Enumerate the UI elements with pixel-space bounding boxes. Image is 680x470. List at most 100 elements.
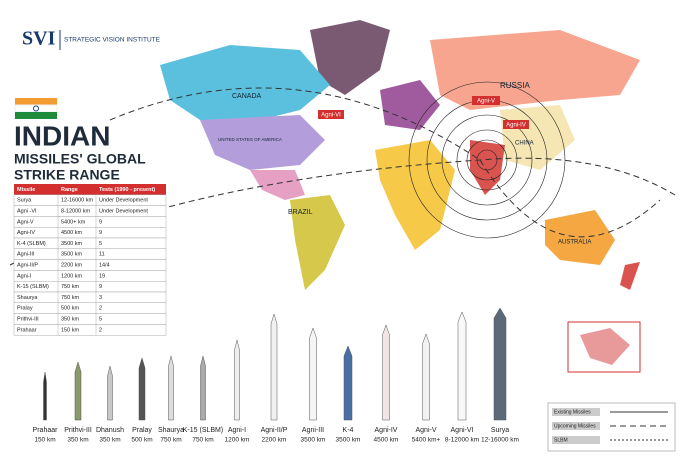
missile-name: Shaurya (158, 427, 184, 434)
range-tag: Agni-VI (321, 113, 341, 119)
missile-table: Missile Range Tests (1990 - present) Surya 1… (13, 184, 167, 336)
india-flag (14, 98, 58, 119)
legend-key (552, 422, 600, 430)
table-row (13, 324, 167, 336)
missile (107, 365, 113, 421)
missile-range: 500 km (131, 437, 152, 444)
table-cell: 11 (99, 252, 105, 258)
range-tag: Agni-IV (506, 123, 526, 129)
table-cell: K-4 (SLBM) (17, 241, 46, 247)
table-header-cell: Tests (1990 - present) (99, 187, 155, 193)
missile-range: 3500 km (336, 437, 361, 444)
missile-name: Agni-VI (451, 427, 474, 434)
table-cell: 14/4 (99, 262, 110, 268)
table-cell: 9 (99, 230, 102, 236)
table-row (13, 248, 167, 260)
table-cell: Agni-III (17, 252, 35, 258)
table-cell: 750 km (61, 295, 79, 301)
table-cell: 5 (99, 316, 102, 322)
table-cell: Agni-IV (17, 230, 35, 236)
table-cell: 19 (99, 273, 105, 279)
legend-label: Existing Missiles (554, 409, 591, 415)
missile-name: Pralay (132, 427, 152, 434)
missile (309, 327, 317, 421)
table-header-cell: Missile (17, 187, 35, 193)
table-cell: Agni -VI (17, 208, 37, 214)
table-cell: 350 km (61, 316, 79, 322)
missile (138, 357, 146, 421)
table-row (13, 216, 167, 228)
missile-name: Dhanush (96, 427, 124, 434)
inset-map (580, 328, 630, 365)
table-cell: Agni-II/P (17, 262, 38, 268)
missile-range: 4500 km (374, 437, 399, 444)
missile (493, 307, 507, 421)
table-row (13, 270, 167, 282)
missile-name: Prithvi-III (64, 427, 92, 434)
table-cell: 150 km (61, 327, 79, 333)
table-cell: 3 (99, 295, 102, 301)
legend-label: SLBM (554, 437, 568, 443)
country-label: AUSTRALIA (558, 240, 591, 246)
missile-range: 12-16000 km (481, 437, 519, 444)
missile-name: Surya (491, 427, 509, 434)
missile-lineup: Prahaar 150 km Prithvi-III 350 km Dhanush 350… (33, 307, 519, 444)
missile-range: 1200 km (225, 437, 250, 444)
table-cell: K-15 (SLBM) (17, 284, 49, 290)
logo: SVI (22, 28, 56, 50)
missile (343, 345, 353, 421)
table-header-cell: Range (61, 187, 78, 193)
table-cell: Agni-I (17, 273, 32, 279)
missile-range: 150 km (34, 437, 55, 444)
missile (43, 371, 47, 421)
country-label: CANADA (232, 93, 262, 100)
table-cell: 5400+ km (61, 219, 86, 225)
table-header (14, 184, 166, 195)
table-cell: Shaurya (17, 295, 38, 301)
table-row (13, 226, 167, 239)
table-cell: 2 (99, 327, 102, 333)
table-cell: Under Development (99, 208, 148, 214)
range-tags: Agni-VI Agni-V Agni-IV (318, 96, 529, 129)
table-cell: 2200 km (61, 262, 83, 268)
missile-name: Agni-V (415, 427, 436, 434)
table-cell: Under Development (99, 198, 148, 204)
legend: Existing Missiles Upcoming Missiles SLBM (547, 402, 676, 452)
missile-range: 3500 km (301, 437, 326, 444)
table-cell: Surya (17, 198, 32, 204)
table-cell: Agni-V (17, 219, 34, 225)
missile (74, 361, 82, 421)
table-cell: 3500 km (61, 252, 83, 258)
table-cell: 12-16000 km (61, 198, 94, 204)
table-cell: 4500 km (61, 230, 83, 236)
missile (200, 355, 206, 421)
range-tag: Agni-V (477, 99, 495, 105)
missile (270, 313, 278, 421)
title: INDIAN (14, 120, 110, 151)
table-cell: Prahaar (17, 327, 37, 333)
missile-range: 5400 km+ (412, 437, 441, 444)
missile (382, 324, 390, 421)
title: MISSILES' GLOBAL (14, 151, 146, 167)
table-cell: 5 (99, 241, 102, 247)
missile-name: Agni-IV (375, 427, 398, 434)
missile-range: 350 km (67, 437, 88, 444)
missile-name: K-15 (SLBM) (183, 427, 223, 434)
country-label: RUSSIA (500, 81, 530, 90)
missile-range: 750 km (192, 437, 213, 444)
legend-label: Upcoming Missiles (554, 423, 596, 429)
world-map (160, 20, 640, 290)
table-cell: 750 km (61, 284, 79, 290)
table-cell: Prithvi-III (17, 316, 39, 322)
table-cell: 1200 km (61, 273, 83, 279)
missile-name: Prahaar (33, 427, 59, 434)
missile-range: 750 km (160, 437, 181, 444)
country-label: UNITED STATES OF AMERICA (218, 137, 282, 142)
missile-range: 8-12000 km (445, 437, 479, 444)
table-cell: 8-12000 km (61, 208, 90, 214)
table-cell: 500 km (61, 306, 79, 312)
missile-name: Agni-III (302, 427, 324, 434)
missile (168, 355, 174, 421)
table-cell: Pralay (17, 306, 33, 312)
